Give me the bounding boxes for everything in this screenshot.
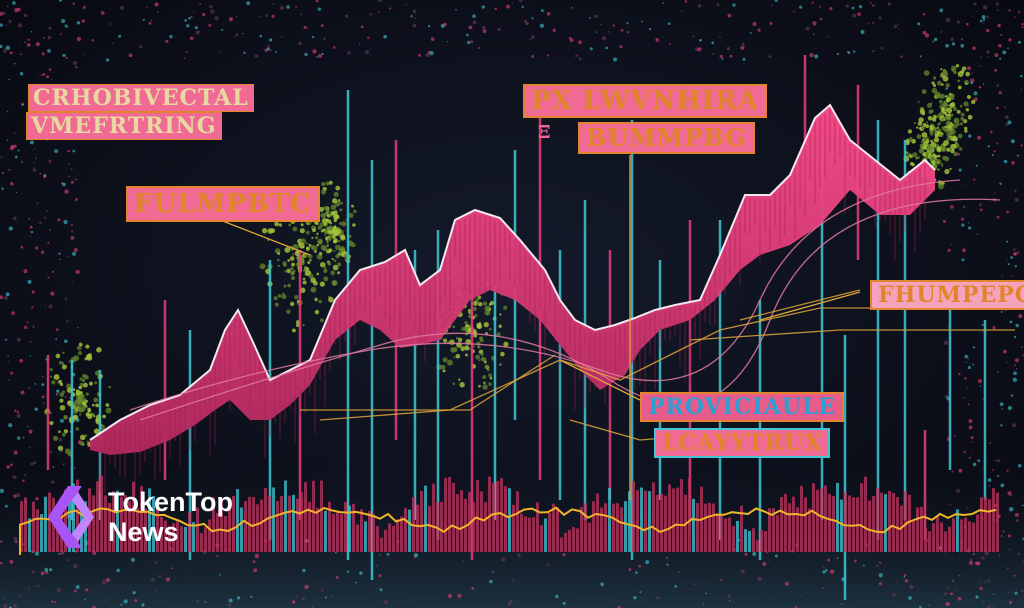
volume-bars (20, 475, 999, 552)
tokentop-logo-icon (48, 486, 94, 548)
yellow-wave-line (19, 506, 997, 555)
label-center-low-1: PROVICIAULE (640, 392, 845, 422)
brand-name-line2: News (108, 517, 179, 547)
label-right-mid: FHUMPEPC (870, 280, 1024, 310)
trend-lines (129, 179, 1015, 441)
label-left-mid: FULMPBTC (126, 186, 320, 222)
brand-logo: TokenTop News (38, 482, 233, 552)
price-outline (89, 103, 936, 441)
label-top-left-2: VMEFRTRING (26, 112, 222, 140)
label-leader-lines (219, 155, 861, 500)
label-center-low-2: LCAYYTRUX (654, 428, 831, 458)
label-top-center-mark: Ξ (538, 122, 552, 143)
brand-name-line1: TokenTop (108, 487, 233, 517)
pink-price-area (90, 105, 935, 455)
label-top-center-1: PX LWVNHIRA (523, 84, 767, 118)
label-top-center-2: BUMMPBG (578, 122, 755, 154)
label-top-left-1: CRHOBIVECTAL (28, 84, 254, 112)
